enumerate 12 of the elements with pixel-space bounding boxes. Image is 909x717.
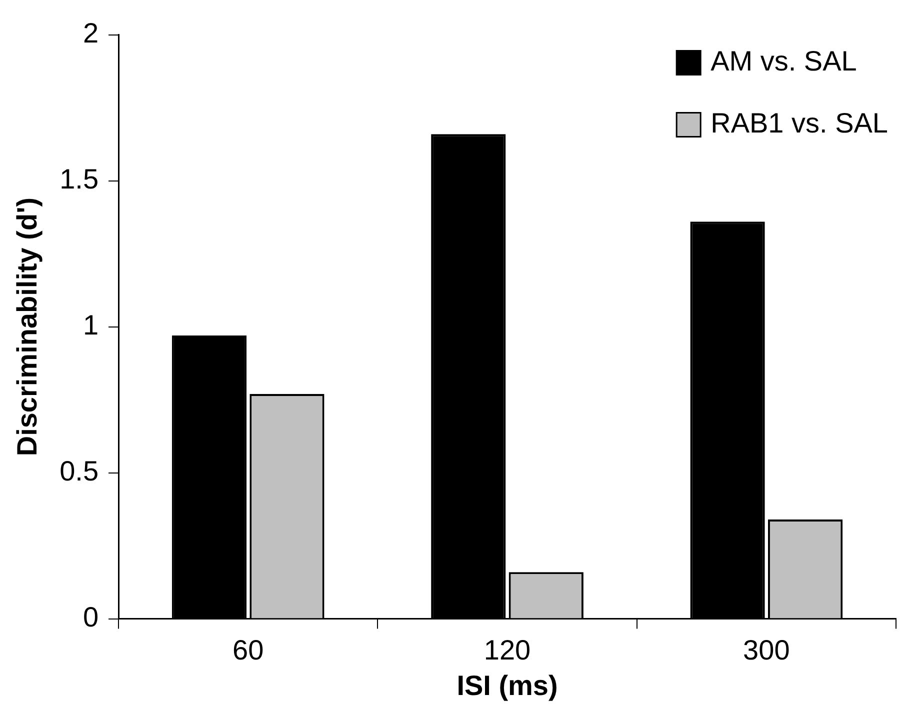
y-tick-label: 2 (82, 18, 99, 49)
x-tick-label: 60 (232, 634, 264, 666)
x-axis-title: ISI (ms) (456, 670, 558, 701)
x-tick-label: 120 (484, 634, 531, 666)
y-tick-label: 1.5 (60, 164, 99, 195)
y-tick-label: 1 (82, 310, 99, 341)
legend-label: RAB1 vs. SAL (710, 108, 888, 139)
y-axis-title: Discriminability (d') (12, 197, 43, 456)
x-tick-label: 300 (743, 634, 790, 666)
legend-label: AM vs. SAL (710, 46, 857, 77)
y-tick-label: 0 (82, 602, 99, 633)
y-tick-label: 0.5 (60, 456, 99, 487)
